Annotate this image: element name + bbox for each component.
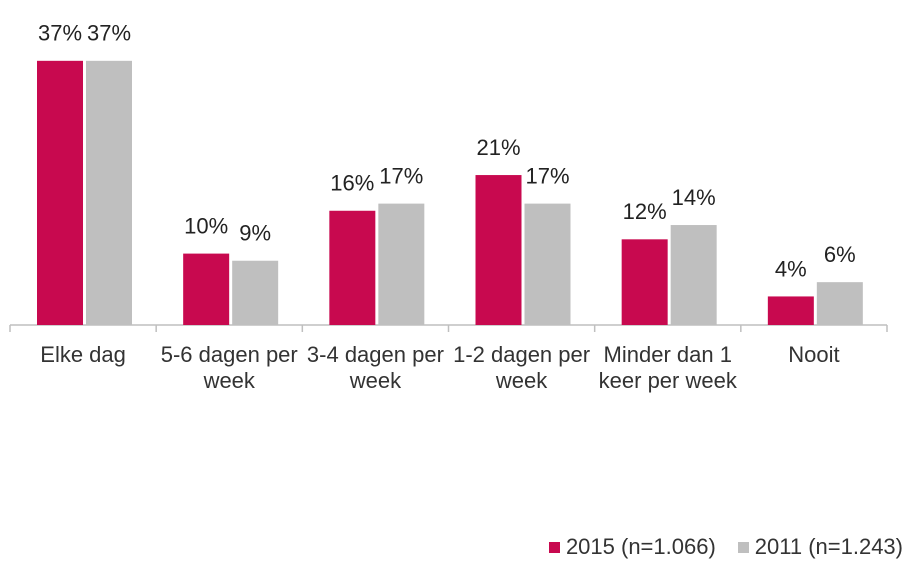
value-label: 17% xyxy=(379,163,423,188)
x-tick-label: Elke dag xyxy=(40,342,126,367)
bar xyxy=(621,239,668,325)
x-tick-label: Nooit xyxy=(788,342,840,367)
value-label: 10% xyxy=(184,213,228,238)
value-label: 17% xyxy=(525,163,569,188)
bar xyxy=(767,296,814,325)
legend-swatch xyxy=(737,541,749,553)
value-label: 37% xyxy=(87,21,131,46)
bar xyxy=(378,203,425,325)
value-label: 4% xyxy=(775,256,807,281)
bar xyxy=(86,60,132,325)
bar xyxy=(329,210,376,325)
legend: 2015 (n=1.066) 2011 (n=1.243) xyxy=(548,534,903,560)
x-tick-label: 5-6 dagen per week xyxy=(160,342,298,393)
bar xyxy=(183,253,230,325)
bar xyxy=(475,175,522,325)
value-label: 21% xyxy=(476,135,520,160)
bar xyxy=(670,225,717,325)
legend-swatch xyxy=(548,541,560,553)
bar xyxy=(816,282,863,325)
x-tick-label: 3-4 dagen per week xyxy=(306,342,444,393)
x-tick-label: 1-2 dagen per week xyxy=(453,342,591,393)
value-label: 6% xyxy=(824,242,856,267)
legend-item: 2015 (n=1.066) xyxy=(548,534,716,560)
value-label: 14% xyxy=(672,185,716,210)
legend-label: 2015 (n=1.066) xyxy=(565,534,716,559)
bar xyxy=(37,60,83,325)
legend-item: 2011 (n=1.243) xyxy=(737,534,903,560)
bar xyxy=(232,260,279,325)
value-label: 37% xyxy=(38,21,82,46)
value-label: 12% xyxy=(623,199,667,224)
value-label: 16% xyxy=(330,171,374,196)
legend-label: 2011 (n=1.243) xyxy=(754,534,903,559)
value-label: 9% xyxy=(239,221,271,246)
x-tick-label: Minder dan 1 keer per week xyxy=(598,342,737,393)
bar xyxy=(524,203,571,325)
